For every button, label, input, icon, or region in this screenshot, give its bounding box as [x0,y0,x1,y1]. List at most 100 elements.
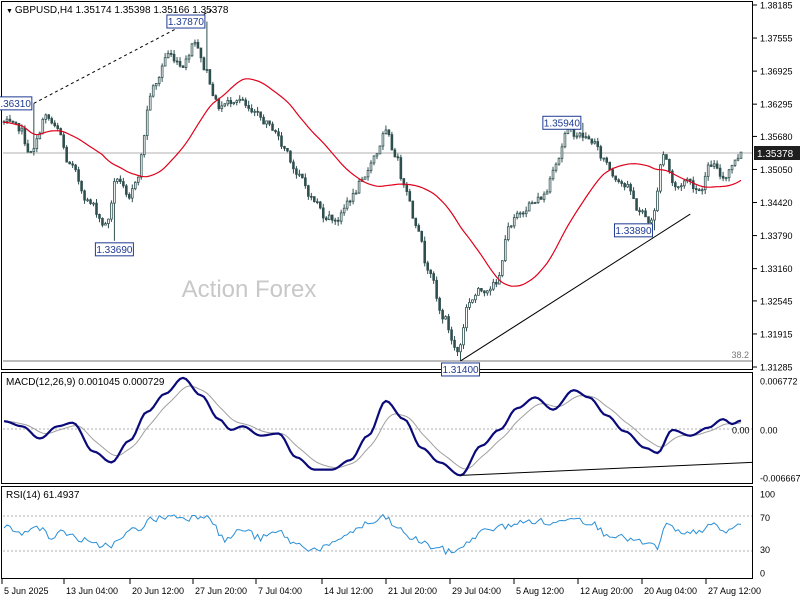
candle [298,169,301,178]
candle [596,137,600,151]
candle [527,201,531,212]
rsi-tick-label: 70 [760,513,770,523]
last-price-tag-box [754,146,800,160]
candle [232,101,236,106]
price-callout: 1.33890 [613,223,653,238]
candle [345,197,349,211]
candle [110,200,113,222]
candle [498,272,501,285]
candle [148,92,152,111]
symbol-header-text: ▼ GBPUSD,H4 1.35174 1.35398 1.35166 1.35… [6,5,229,16]
time-tick-label: 7 Jul 04:00 [258,586,302,596]
candle [211,81,215,97]
candle [193,39,197,47]
candle [474,293,477,303]
candle [89,198,92,205]
candle [50,116,54,125]
candle [92,201,95,207]
rsi-tick-label: 0 [760,569,765,579]
candle [700,187,704,195]
candle [462,324,465,350]
candle [715,160,719,170]
candle [477,286,480,296]
candle [265,120,268,129]
candle [74,163,77,173]
candle [659,163,662,194]
candle [336,217,340,226]
candle [501,260,504,278]
macd-axis: 0.006772 0.00 -0.006667 0.00 [732,377,800,484]
candle [420,230,424,243]
candle [521,211,525,218]
candle [536,192,540,204]
candle [480,288,483,293]
candle [608,161,612,171]
candle [86,197,89,202]
candle [453,336,456,351]
time-tick-label: 21 Jul 20:00 [388,586,437,596]
candle [656,187,659,212]
time-tick-label: 14 Jul 12:00 [324,586,373,596]
candle [131,184,134,203]
candle [205,21,209,74]
candle [241,96,244,101]
candle [432,271,435,284]
price-tick-label: 1.35050 [760,165,793,175]
candle [310,192,313,201]
candle [617,178,620,184]
open-value: 1.35174 [75,5,112,16]
price-callout: 1.36310 [0,96,33,111]
last-price-tag: 1.35378 [754,146,800,160]
candle [163,53,167,67]
candle [253,108,256,117]
time-axis: 5 Jun 2025 13 Jun 04:00 20 Jun 12:00 27 Jun… [1,579,761,596]
price-callout: 1.37870 [166,14,206,29]
candle [307,184,310,200]
candle [80,180,83,194]
candle [354,189,358,195]
candle [190,43,194,57]
candle [330,214,334,224]
candle [283,145,286,152]
candle [35,134,39,153]
candle [674,180,677,191]
candle [697,187,701,192]
candle [471,299,474,304]
candle [724,176,728,182]
candle [348,199,352,206]
price-tick-label: 1.31915 [760,329,793,339]
candle [647,216,650,224]
triangle-down-icon: ▼ [6,8,15,15]
time-tick-label: 29 Jul 04:00 [452,586,501,596]
last-price-tag-text: 1.35378 [757,149,794,160]
candle [277,128,280,141]
candle [632,187,635,200]
candle [301,173,304,179]
candle [691,176,695,193]
price-tick-label: 1.36925 [760,67,793,77]
time-tick-label: 27 Jun 20:00 [195,586,247,596]
close-value: 1.35378 [192,5,229,16]
candle [256,106,259,116]
candle [214,94,218,100]
time-tick-label: 20 Aug 04:00 [644,586,697,596]
candle [438,296,441,315]
candle [53,120,57,128]
candle [181,65,185,68]
candle [262,114,265,125]
candle [671,169,674,187]
candle [411,200,415,219]
candle [11,120,15,123]
candle [721,171,725,182]
candle [512,214,516,229]
candle [593,138,597,145]
candle [208,69,212,85]
time-tick-label: 13 Jun 04:00 [66,586,118,596]
candle [316,198,319,205]
candle [187,53,191,63]
candle [435,276,438,302]
candle [492,278,495,291]
candle [506,222,510,242]
price-tick-label: 1.37555 [760,34,793,44]
candle [733,159,737,167]
